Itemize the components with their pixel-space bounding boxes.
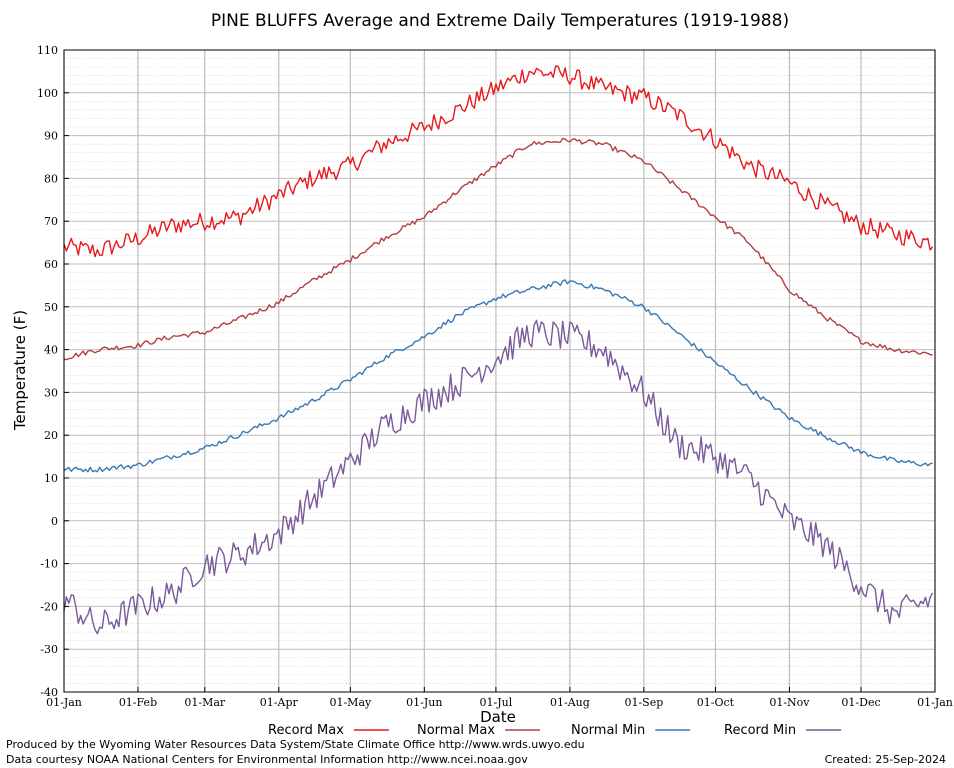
- x-tick-label: 01-Sep: [624, 696, 663, 709]
- x-tick-label: 01-Jul: [480, 696, 513, 709]
- y-tick-label: 0: [51, 515, 58, 528]
- y-tick-label: 60: [44, 258, 58, 271]
- legend-label: Record Max: [268, 723, 344, 738]
- x-tick-label: 01-Feb: [119, 696, 157, 709]
- x-axis-label: Date: [480, 708, 516, 726]
- y-tick-label: -20: [40, 600, 58, 613]
- legend-label: Normal Max: [417, 723, 495, 738]
- y-tick-label: 90: [44, 130, 58, 143]
- y-tick-label: 10: [44, 472, 58, 485]
- x-tick-label: 01-Aug: [550, 696, 590, 709]
- series-line-normal-min: [63, 279, 933, 473]
- legend-label: Normal Min: [571, 723, 645, 738]
- y-tick-label: 70: [44, 215, 58, 228]
- chart-title: PINE BLUFFS Average and Extreme Daily Te…: [211, 11, 789, 31]
- x-tick-label: 01-Apr: [260, 696, 299, 709]
- y-tick-label: 30: [44, 386, 58, 399]
- y-tick-label: 40: [44, 344, 58, 357]
- major-grid: [63, 49, 936, 693]
- minor-grid: [64, 58, 935, 684]
- y-tick-label: -10: [40, 558, 58, 571]
- series-line-record-min: [63, 319, 934, 635]
- footer-produced-by: Produced by the Wyoming Water Resources …: [6, 738, 585, 751]
- footer-data-courtesy: Data courtesy NOAA National Centers for …: [6, 753, 528, 766]
- y-tick-labels: -40 -30 -20 -10 0 10 20 30 40 50 60 70 80 90 100 110: [37, 44, 69, 699]
- x-tick-label: 01-Mar: [184, 696, 226, 709]
- y-axis-label: Temperature (F): [11, 310, 29, 431]
- legend-label: Record Min: [724, 723, 796, 738]
- series-layer: [63, 65, 934, 635]
- y-tick-label: 20: [44, 429, 58, 442]
- series-line-record-max: [63, 65, 934, 258]
- footer-created-date: Created: 25-Sep-2024: [825, 753, 946, 766]
- series-line-normal-max: [63, 137, 933, 361]
- x-tick-label: 01-May: [329, 696, 372, 709]
- y-tick-label: 50: [44, 301, 58, 314]
- x-tick-labels: 01-Jan 01-Feb 01-Mar 01-Apr 01-May 01-Jun 01-J…: [46, 687, 953, 709]
- x-tick-label: 01-Jan: [46, 696, 82, 709]
- y-tick-label: 80: [44, 172, 58, 185]
- y-tick-label: -40: [40, 686, 58, 699]
- legend: Record Max Normal Max Normal Min Record Min: [268, 723, 842, 738]
- x-tick-label: 01-Nov: [769, 696, 810, 709]
- y-tick-label: 110: [37, 44, 58, 57]
- y-tick-label: 100: [37, 87, 58, 100]
- x-tick-label: 01-Oct: [697, 696, 735, 709]
- x-tick-label: 01-Jan: [917, 696, 953, 709]
- y-tick-label: -30: [40, 643, 58, 656]
- x-tick-label: 01-Dec: [841, 696, 880, 709]
- plot-frame: [63, 49, 936, 693]
- x-tick-label: 01-Jun: [406, 696, 442, 709]
